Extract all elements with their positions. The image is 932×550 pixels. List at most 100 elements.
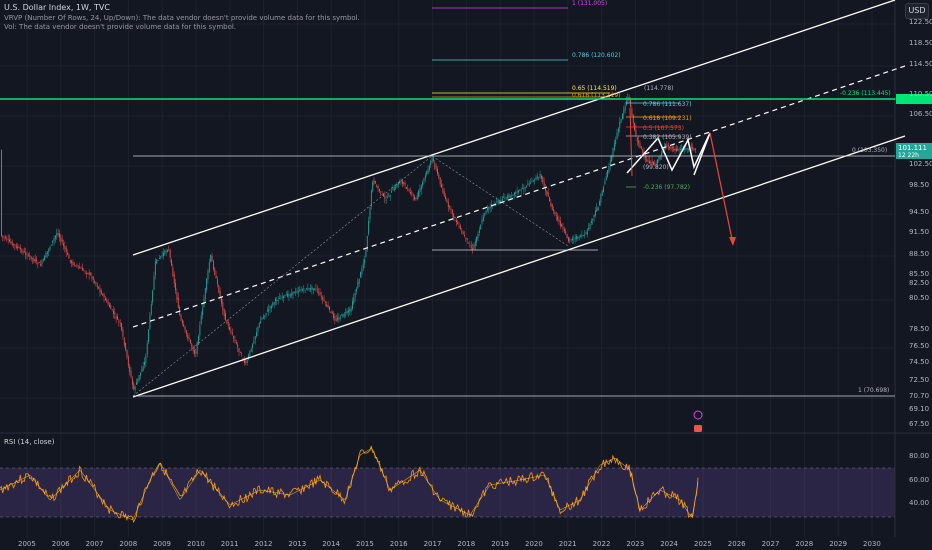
candle-body <box>341 314 343 316</box>
candle-body <box>431 157 433 163</box>
candle-body <box>164 250 166 254</box>
candle-body <box>323 299 325 301</box>
candle-body <box>692 147 694 150</box>
candle-body <box>651 161 653 165</box>
currency-button[interactable]: USD <box>905 3 929 19</box>
time-axis-label: 2015 <box>356 540 374 548</box>
candle-body <box>130 371 132 378</box>
candle-body <box>211 255 213 262</box>
event-f-icon[interactable] <box>693 410 703 420</box>
candle-body <box>32 258 33 260</box>
candle-body <box>28 254 29 256</box>
green-level-label: -0.236 (113.445) <box>840 90 891 97</box>
candle-body <box>504 197 506 199</box>
candle-body <box>202 308 204 316</box>
price-axis-label: 82.50 <box>909 279 929 287</box>
current-price-badge <box>896 143 932 159</box>
candle-body <box>499 201 501 203</box>
candle-body <box>532 180 534 182</box>
candle-body <box>308 287 310 289</box>
channel-middle-line[interactable] <box>132 65 906 328</box>
candle-body <box>353 297 355 304</box>
candle-body <box>52 240 54 243</box>
price-axis-label: 80.50 <box>909 294 929 302</box>
candle-body <box>604 181 606 185</box>
candle-body <box>53 238 55 241</box>
candle-body <box>488 207 490 210</box>
price-axis[interactable]: 122.50 118.50 114.50 110.50 106.50 102.50 98.5… <box>909 18 932 428</box>
candle-body <box>18 246 20 249</box>
candle-body <box>438 174 440 178</box>
candle-body <box>385 199 387 201</box>
candle-body <box>60 236 62 242</box>
candle-body <box>122 329 124 337</box>
candle-body <box>19 247 21 250</box>
candle-body <box>329 306 330 310</box>
candle-body <box>527 183 529 185</box>
candle-body <box>654 162 656 165</box>
candle-body <box>369 207 371 220</box>
candle-body <box>225 313 226 320</box>
candle-body <box>266 310 268 312</box>
candle-body <box>96 285 98 288</box>
candle-body <box>553 209 555 212</box>
time-axis[interactable]: 2005 2006 2007 2008 2009 2010 2011 2012 2013 2014… <box>18 540 881 548</box>
rsi-ma-line <box>0 448 699 521</box>
event-calendar-icon[interactable] <box>694 425 702 432</box>
candle-body <box>169 250 171 258</box>
candle-body <box>580 235 582 237</box>
candle-body <box>285 294 287 296</box>
candle-body <box>199 324 201 336</box>
countdown-text: 12 22h <box>898 152 919 159</box>
time-axis-label: 2006 <box>52 540 70 548</box>
candle-body <box>3 237 5 238</box>
candle-body <box>158 257 160 259</box>
candle-body <box>113 310 114 314</box>
candle-body <box>207 270 209 280</box>
candle-body <box>538 177 540 179</box>
candle-body <box>590 221 592 223</box>
candle-body <box>98 286 100 289</box>
candle-body <box>657 159 658 164</box>
candle-body <box>391 190 393 193</box>
candle-body <box>671 147 673 149</box>
candle-body <box>14 244 16 246</box>
symbol-title[interactable]: U.S. Dollar Index, 1W, TVC <box>4 3 110 12</box>
candle-body <box>354 293 356 298</box>
candle-body <box>422 181 424 186</box>
time-axis-label: 2020 <box>525 540 543 548</box>
candle-body <box>5 237 6 239</box>
fib-right-5-label: 0.5 (107.573) <box>643 125 684 132</box>
channel-lower-line[interactable] <box>132 135 906 398</box>
candle-body <box>327 305 329 308</box>
candle-body <box>167 250 168 252</box>
fib-right-neg236-label: -0.236 (97.782) <box>643 184 690 191</box>
candle-body <box>466 238 468 241</box>
candle-body <box>379 189 380 192</box>
candle-body <box>597 206 599 211</box>
candle-body <box>84 271 86 273</box>
time-axis-label: 2007 <box>86 540 104 548</box>
rsi-legend[interactable]: RSI (14, close) <box>4 438 55 446</box>
candle-body <box>576 236 577 239</box>
candle-body <box>415 197 417 199</box>
candle-body <box>578 237 580 239</box>
channel-upper-line[interactable] <box>132 0 896 256</box>
candle-body <box>126 349 128 358</box>
candle-body <box>392 189 394 191</box>
candle-body <box>91 276 93 278</box>
candle-body <box>238 348 240 352</box>
candle-body <box>430 161 432 166</box>
red-arrow-line[interactable] <box>709 132 734 245</box>
volume-legend[interactable]: Vol: The data vendor doesn't provide vol… <box>4 23 237 31</box>
candle-body <box>462 231 464 235</box>
vrvp-legend[interactable]: VRVP (Number Of Rows, 24, Up/Down): The … <box>4 14 360 22</box>
candle-body <box>331 311 333 314</box>
candle-body <box>530 182 532 184</box>
candle-body <box>566 234 568 239</box>
candle-body <box>283 296 285 299</box>
candle-body <box>145 355 147 364</box>
candle-body <box>439 177 441 185</box>
